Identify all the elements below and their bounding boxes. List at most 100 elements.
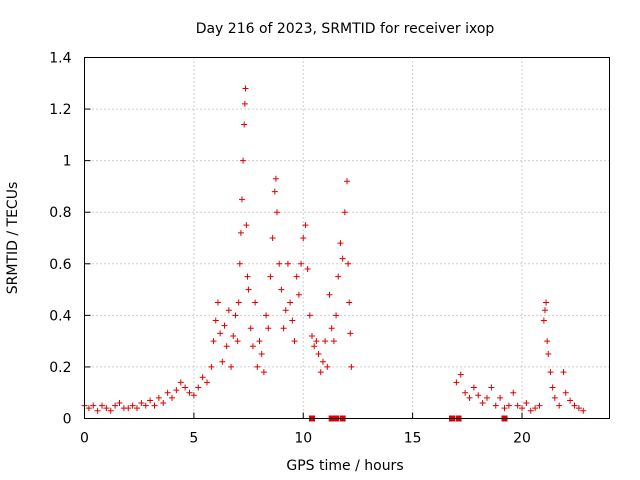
data-point [190, 392, 197, 399]
data-point [241, 100, 248, 107]
data-point [532, 405, 539, 412]
data-point [225, 307, 232, 314]
data-point [309, 332, 315, 339]
data-point [541, 307, 548, 314]
data-point [523, 400, 530, 407]
data-point [195, 384, 202, 391]
data-point [151, 402, 158, 409]
data-point [324, 363, 331, 370]
data-point [556, 402, 563, 409]
data-point [182, 384, 189, 391]
data-point [457, 371, 464, 378]
data-point [470, 384, 477, 391]
data-point [322, 338, 329, 345]
data-point [575, 405, 582, 412]
data-point [544, 338, 551, 345]
data-point [488, 384, 495, 391]
data-point [319, 358, 326, 365]
data-point [497, 394, 504, 401]
data-point [217, 330, 224, 337]
data-point [260, 369, 267, 376]
data-point [300, 235, 307, 241]
y-tick-labels: 0 0.2 0.4 0.6 0.8 1 1.2 1.4 [49, 51, 71, 428]
x-tick-label: 5 [189, 431, 198, 447]
data-point [345, 260, 352, 267]
data-point [337, 240, 344, 247]
data-point [173, 387, 180, 394]
x-tick-label: 15 [404, 431, 422, 447]
data-point [221, 322, 228, 329]
data-point [326, 291, 333, 298]
data-point [510, 389, 517, 396]
data-point [339, 255, 346, 262]
data-point [258, 351, 265, 358]
x-tick-labels: 0 5 10 15 20 [80, 431, 531, 447]
data-point [562, 389, 569, 396]
data-point [304, 265, 311, 272]
data-point [245, 286, 252, 293]
data-point [243, 222, 250, 229]
x-axis-label: GPS time / hours [286, 458, 403, 474]
data-point [249, 343, 256, 350]
data-point [147, 397, 154, 404]
data-point [492, 402, 499, 409]
data-point [271, 188, 278, 195]
data-point [244, 273, 251, 280]
data-point [230, 332, 237, 339]
data-point [295, 291, 302, 298]
data-point [237, 229, 244, 236]
data-point [540, 317, 547, 324]
data-point [208, 363, 215, 370]
y-tick-label: 0.6 [49, 257, 71, 273]
data-point [291, 338, 298, 345]
data-point [293, 273, 300, 280]
data-point [219, 358, 226, 365]
x-tick-label: 20 [513, 431, 531, 447]
data-point [204, 379, 210, 386]
data-point [311, 343, 318, 350]
data-point [347, 330, 354, 337]
data-point [501, 405, 508, 412]
data-points [81, 85, 587, 422]
data-point [232, 312, 239, 319]
data-point [265, 325, 272, 332]
data-point [545, 351, 552, 358]
data-point [280, 325, 287, 332]
data-point [112, 402, 119, 409]
data-point [306, 312, 313, 319]
data-point [223, 343, 230, 350]
data-point [462, 389, 469, 396]
data-point [107, 407, 114, 414]
data-point [519, 405, 525, 412]
data-point [241, 121, 248, 128]
data-point [341, 209, 348, 216]
data-point [272, 175, 279, 182]
data-point [475, 392, 482, 399]
y-axis-label: SRMTID / TECUs [5, 182, 21, 295]
data-point [138, 400, 145, 407]
data-point [466, 394, 473, 401]
data-point [234, 338, 241, 345]
data-point [155, 394, 162, 401]
data-point [256, 338, 263, 345]
data-point [344, 178, 350, 185]
data-point [90, 402, 97, 409]
data-point [484, 394, 490, 401]
data-point [284, 260, 291, 267]
plot-frame [84, 57, 610, 419]
data-point [580, 407, 587, 414]
data-point [335, 273, 342, 280]
data-point [346, 299, 353, 306]
y-tick-label: 0.8 [49, 205, 71, 221]
data-point [514, 402, 521, 409]
data-point [169, 394, 175, 401]
data-point [94, 407, 101, 414]
x-tick-label: 0 [80, 431, 89, 447]
y-tick-label: 1.2 [49, 102, 71, 118]
data-point [85, 405, 92, 412]
data-point [289, 317, 296, 324]
data-point [560, 369, 567, 376]
data-point [333, 312, 340, 319]
data-point [199, 374, 206, 381]
